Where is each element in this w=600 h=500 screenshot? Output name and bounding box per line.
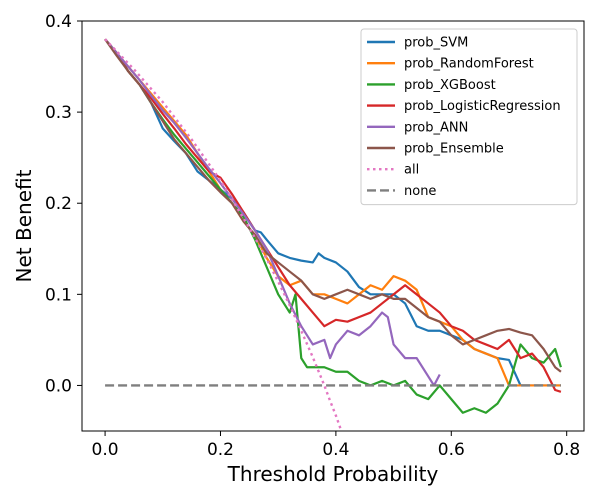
legend-item: all: [367, 163, 419, 178]
series-line-prob-logisticregression: [104, 38, 562, 393]
y-tick-label: 0.2: [45, 194, 72, 214]
y-tick-label: 0.0: [45, 376, 72, 396]
legend-label: none: [404, 184, 436, 199]
x-tick-label: 0.2: [207, 440, 234, 460]
x-tick-label: 0.4: [322, 440, 349, 460]
y-axis: 0.0 0.1 0.2 0.3 0.4: [45, 12, 82, 396]
x-axis: 0.0 0.2 0.4 0.6 0.8: [92, 431, 580, 460]
y-tick-label: 0.4: [45, 12, 72, 32]
legend-label: prob_Ensemble: [404, 142, 504, 157]
legend-label: prob_LogisticRegression: [404, 99, 561, 114]
legend-label: prob_SVM: [404, 36, 468, 51]
series-line-prob-ensemble: [104, 38, 562, 373]
legend-item: prob_Ensemble: [367, 142, 504, 157]
legend-item: none: [367, 184, 436, 199]
legend-item: prob_XGBoost: [367, 78, 496, 93]
legend-item: prob_ANN: [367, 120, 468, 135]
x-tick-label: 0.8: [553, 440, 580, 460]
series-line-prob-randomforest: [104, 38, 561, 387]
y-tick-label: 0.3: [45, 103, 72, 123]
x-axis-label: Threshold Probability: [227, 462, 439, 486]
legend-items: prob_SVM prob_RandomForest prob_XGBoostpro…: [367, 36, 561, 199]
x-tick-label: 0.6: [438, 440, 465, 460]
y-tick-label: 0.1: [45, 285, 72, 305]
series-layer: [104, 38, 562, 431]
series-line-prob-ann: [104, 38, 441, 387]
legend-box: [360, 28, 578, 206]
series-line-prob-xgboost: [104, 38, 562, 414]
legend-label: prob_ANN: [404, 120, 468, 135]
legend-label: prob_RandomForest: [404, 57, 534, 72]
y-axis-label: Net Benefit: [12, 169, 36, 282]
legend-label: prob_XGBoost: [404, 78, 496, 93]
legend: prob_SVM prob_RandomForest prob_XGBoostpro…: [360, 28, 578, 206]
x-tick-label: 0.0: [92, 440, 119, 460]
legend-item: prob_SVM: [367, 36, 468, 51]
legend-item: prob_LogisticRegression: [367, 99, 561, 114]
legend-label: all: [404, 163, 419, 178]
legend-item: prob_RandomForest: [367, 57, 534, 72]
